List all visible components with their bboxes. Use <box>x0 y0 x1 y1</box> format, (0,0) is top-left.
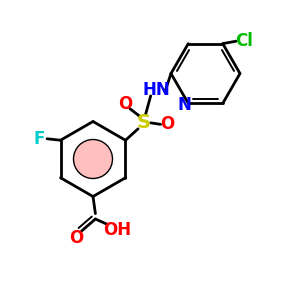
Text: Cl: Cl <box>236 32 253 50</box>
Text: O: O <box>160 115 174 133</box>
Text: OH: OH <box>103 221 131 239</box>
Text: F: F <box>34 130 45 148</box>
Text: O: O <box>118 95 133 113</box>
Text: HN: HN <box>143 81 171 99</box>
Circle shape <box>74 140 112 178</box>
Text: S: S <box>137 113 151 132</box>
Text: N: N <box>178 96 192 114</box>
Text: O: O <box>69 229 84 247</box>
